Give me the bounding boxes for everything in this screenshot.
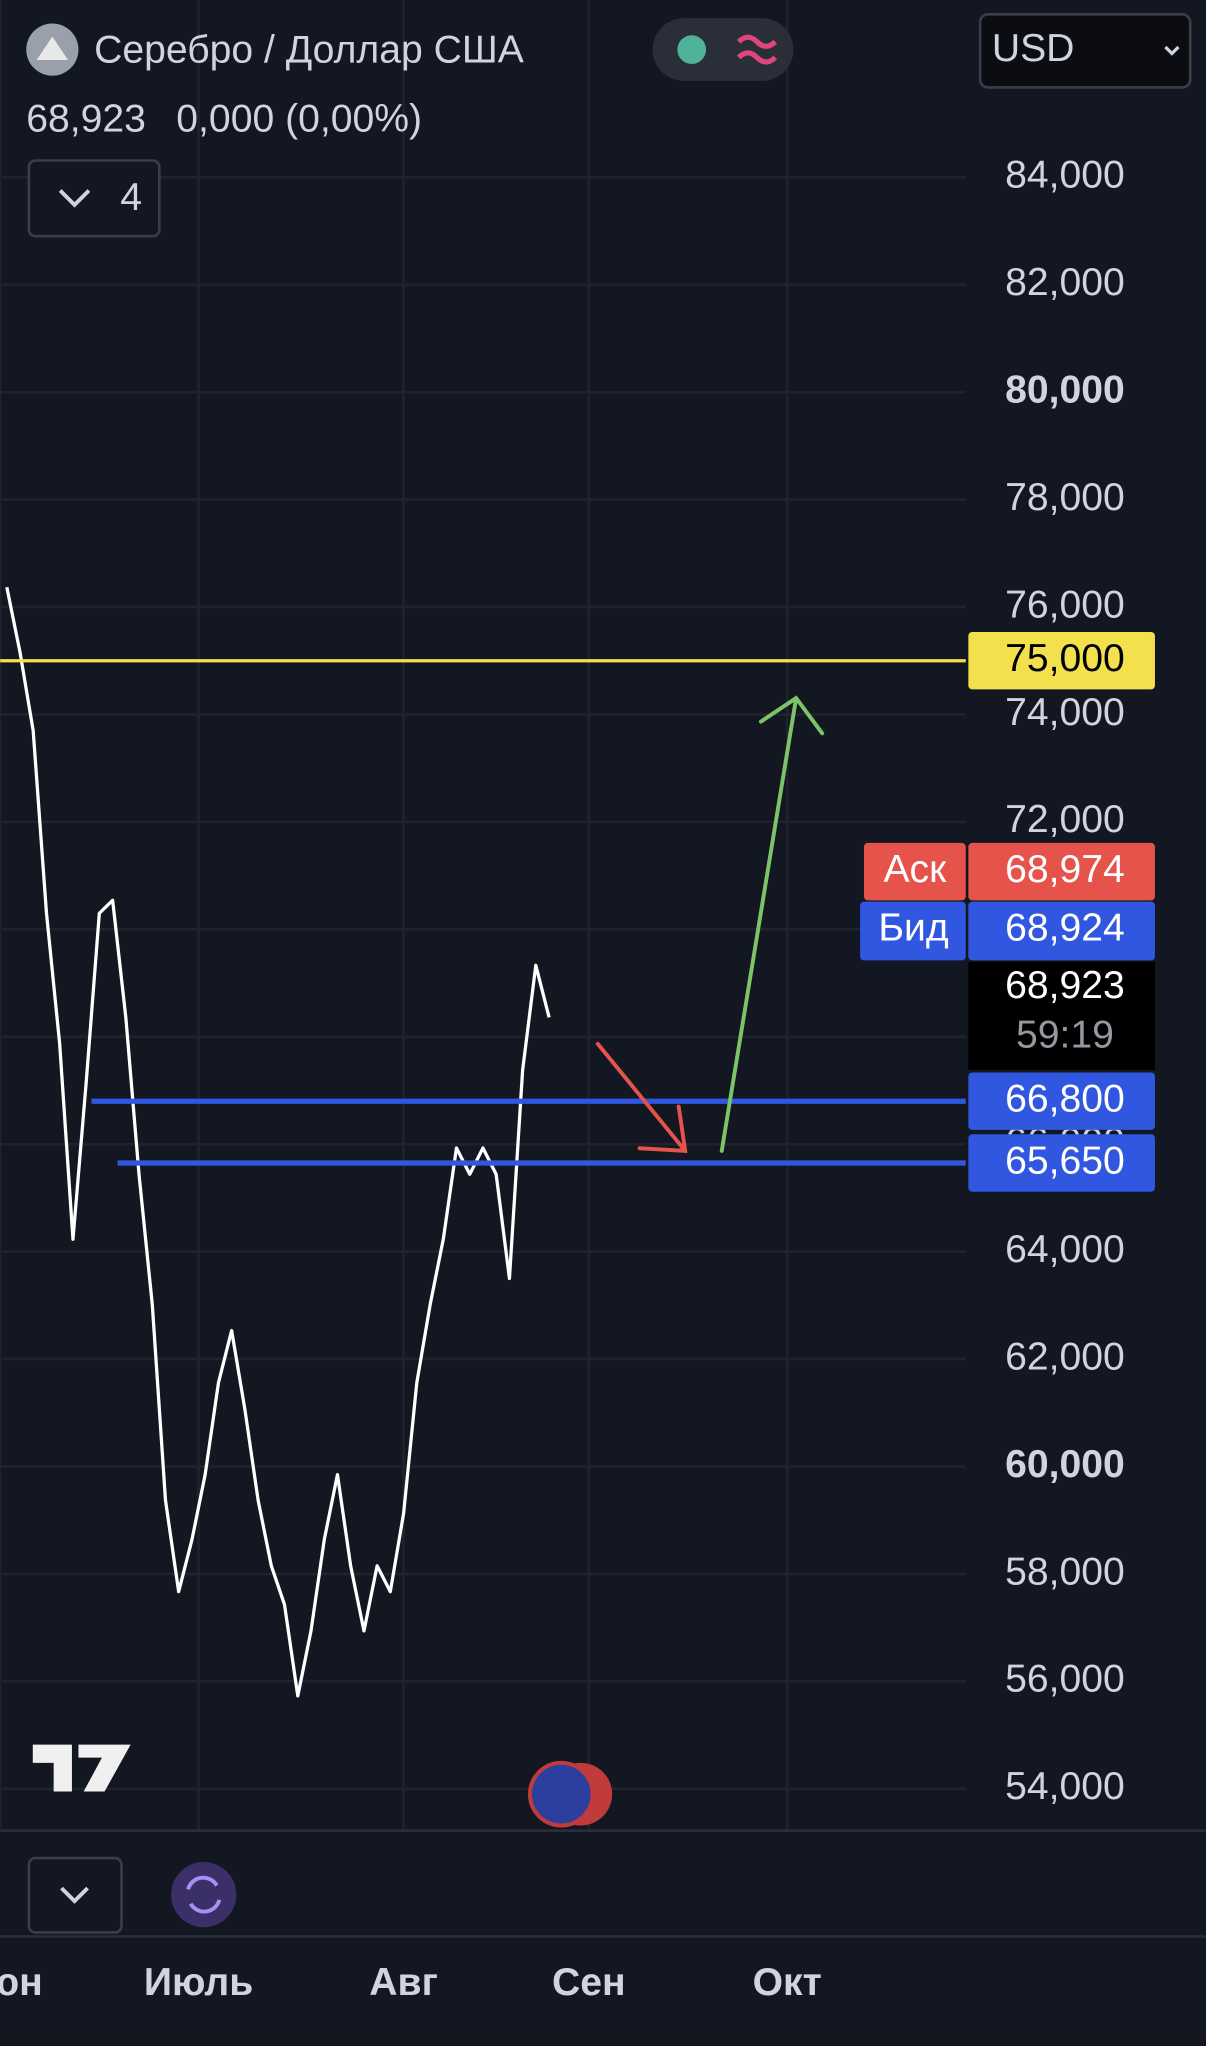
y-tick-label: 60,000 — [1005, 1443, 1125, 1486]
delay-icon — [736, 34, 778, 65]
level-label-box — [968, 1134, 1155, 1192]
countdown: 59:19 — [1016, 1014, 1114, 1057]
time-axis: Июн Июль Авг Сен Окт — [0, 1961, 822, 2004]
y-tick-label: 72,000 — [1005, 798, 1125, 841]
currency-label: USD — [992, 27, 1075, 70]
ask-label: Аск — [883, 848, 947, 891]
y-tick-label: 62,000 — [1005, 1335, 1125, 1378]
y-tick-label: 78,000 — [1005, 476, 1125, 519]
last-price: 68,923 — [26, 98, 146, 141]
y-tick-label: 58,000 — [1005, 1550, 1125, 1593]
ask-box — [968, 842, 1155, 901]
ask-tag — [863, 842, 966, 901]
last-price-label: 68,923 — [1005, 964, 1125, 1007]
currency-select[interactable] — [978, 13, 1192, 89]
bid-box — [968, 901, 1155, 961]
level-label: 66,800 — [1005, 1078, 1125, 1121]
indicators-count: 4 — [120, 176, 142, 219]
chevron — [1164, 45, 1180, 56]
y-tick-label: 54,000 — [1005, 1765, 1125, 1808]
bid-label: Бид — [878, 907, 949, 950]
bid-price: 68,924 — [1005, 907, 1125, 950]
plot — [0, 586, 966, 1698]
status-pill[interactable] — [652, 18, 794, 81]
up-arrow — [719, 695, 825, 1153]
tv-logo — [32, 1744, 131, 1792]
price-axis: 54,00056,00058,00060,00062,00064,00066,0… — [860, 154, 1155, 1808]
refresh-button[interactable] — [171, 1862, 237, 1928]
level-label: 75,000 — [1005, 637, 1125, 680]
down-arrow — [595, 1041, 688, 1153]
bid-tag — [860, 901, 966, 961]
drawings — [595, 695, 825, 1153]
x-tick-label: Июн — [0, 1961, 43, 2004]
y-tick-label: 74,000 — [1005, 691, 1125, 734]
symbol-icon-shape — [36, 36, 69, 61]
ask-price: 68,974 — [1005, 848, 1125, 891]
y-tick-label: 80,000 — [1005, 368, 1125, 411]
x-tick-label: Авг — [369, 1961, 438, 2004]
x-tick-label: Июль — [144, 1961, 253, 2004]
refresh-icon — [186, 1875, 222, 1914]
chevron — [58, 189, 91, 208]
y-tick-label: 76,000 — [1005, 583, 1125, 626]
last-box — [968, 961, 1155, 1070]
price-line — [5, 586, 551, 1698]
indicators-toggle[interactable] — [27, 159, 161, 238]
y-tick-label: 84,000 — [1005, 154, 1125, 197]
price-change: 0,000 (0,00%) — [176, 98, 422, 141]
level-label-box — [968, 632, 1155, 690]
x-tick-label: Окт — [753, 1961, 822, 2004]
x-tick-label: Сен — [552, 1961, 626, 2004]
y-tick-label: 64,000 — [1005, 1228, 1125, 1271]
chevron — [60, 1886, 89, 1904]
symbol-title[interactable]: Серебро / Доллар США — [94, 29, 525, 72]
grid — [0, 0, 966, 1831]
event-flag[interactable] — [527, 1760, 595, 1828]
collapse-button[interactable] — [27, 1856, 123, 1934]
y-tick-label: 56,000 — [1005, 1658, 1125, 1701]
y-tick-label: 82,000 — [1005, 261, 1125, 304]
level-label: 65,650 — [1005, 1139, 1125, 1182]
market-open-dot — [677, 35, 707, 64]
level-label-box — [968, 1072, 1155, 1130]
